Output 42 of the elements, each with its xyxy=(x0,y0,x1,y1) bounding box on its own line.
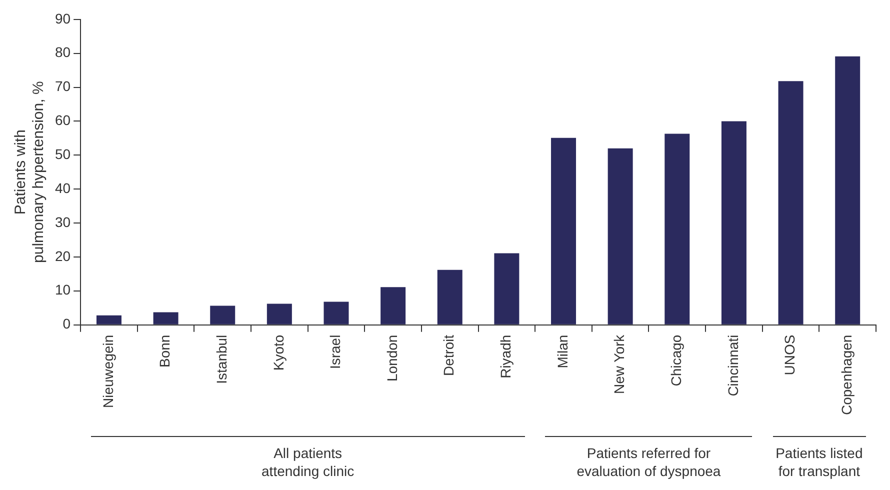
x-tick-label: London xyxy=(384,334,400,382)
y-tick-label: 20 xyxy=(54,248,71,264)
x-tick-label: Kyoto xyxy=(270,334,286,371)
bar xyxy=(96,315,122,324)
bar xyxy=(664,134,690,324)
bar xyxy=(153,312,178,324)
y-tick-label: 40 xyxy=(54,180,71,196)
y-tick-label: 0 xyxy=(62,316,71,332)
x-tick-label: Bonn xyxy=(156,334,173,368)
text: All patients attending clinic xyxy=(260,444,356,480)
bar xyxy=(210,306,236,324)
y-tick-label: 30 xyxy=(54,214,71,230)
bar xyxy=(835,56,860,324)
x-tick-label: Istanbul xyxy=(213,334,230,384)
bar xyxy=(324,302,349,324)
x-tick-label: Riyadh xyxy=(498,334,514,378)
x-tick-label: Israel xyxy=(327,334,344,370)
y-tick-label: 50 xyxy=(54,146,71,162)
bar xyxy=(494,253,520,324)
bar xyxy=(721,121,746,324)
x-tick-label: Detroit xyxy=(440,334,457,376)
x-tick-label: Chicago xyxy=(668,334,684,386)
y-tick-label: 70 xyxy=(54,78,71,94)
y-tick-label: 10 xyxy=(54,282,71,298)
x-tick-label: Milan xyxy=(554,334,570,368)
x-tick-label: Nieuwegein xyxy=(100,334,116,408)
bar xyxy=(266,304,292,324)
x-tick-label: Cincinnati xyxy=(724,334,741,396)
bar xyxy=(778,81,804,324)
y-axis-title: Patients with pulmonary hypertension, % xyxy=(12,81,48,263)
bar xyxy=(380,287,406,324)
x-tick-label: Copenhagen xyxy=(838,334,854,415)
bar xyxy=(551,138,576,324)
text: Patients listed for transplant xyxy=(774,444,864,480)
y-tick-label: 90 xyxy=(54,10,71,26)
text: Patients referred for evaluation of dyspnoea xyxy=(576,445,721,479)
bar xyxy=(608,148,633,324)
x-tick-label: New York xyxy=(611,334,628,394)
y-tick-label: 80 xyxy=(54,44,71,60)
bar xyxy=(437,270,462,324)
x-tick-label: UNOS xyxy=(782,334,798,376)
y-tick-label: 60 xyxy=(54,112,71,128)
